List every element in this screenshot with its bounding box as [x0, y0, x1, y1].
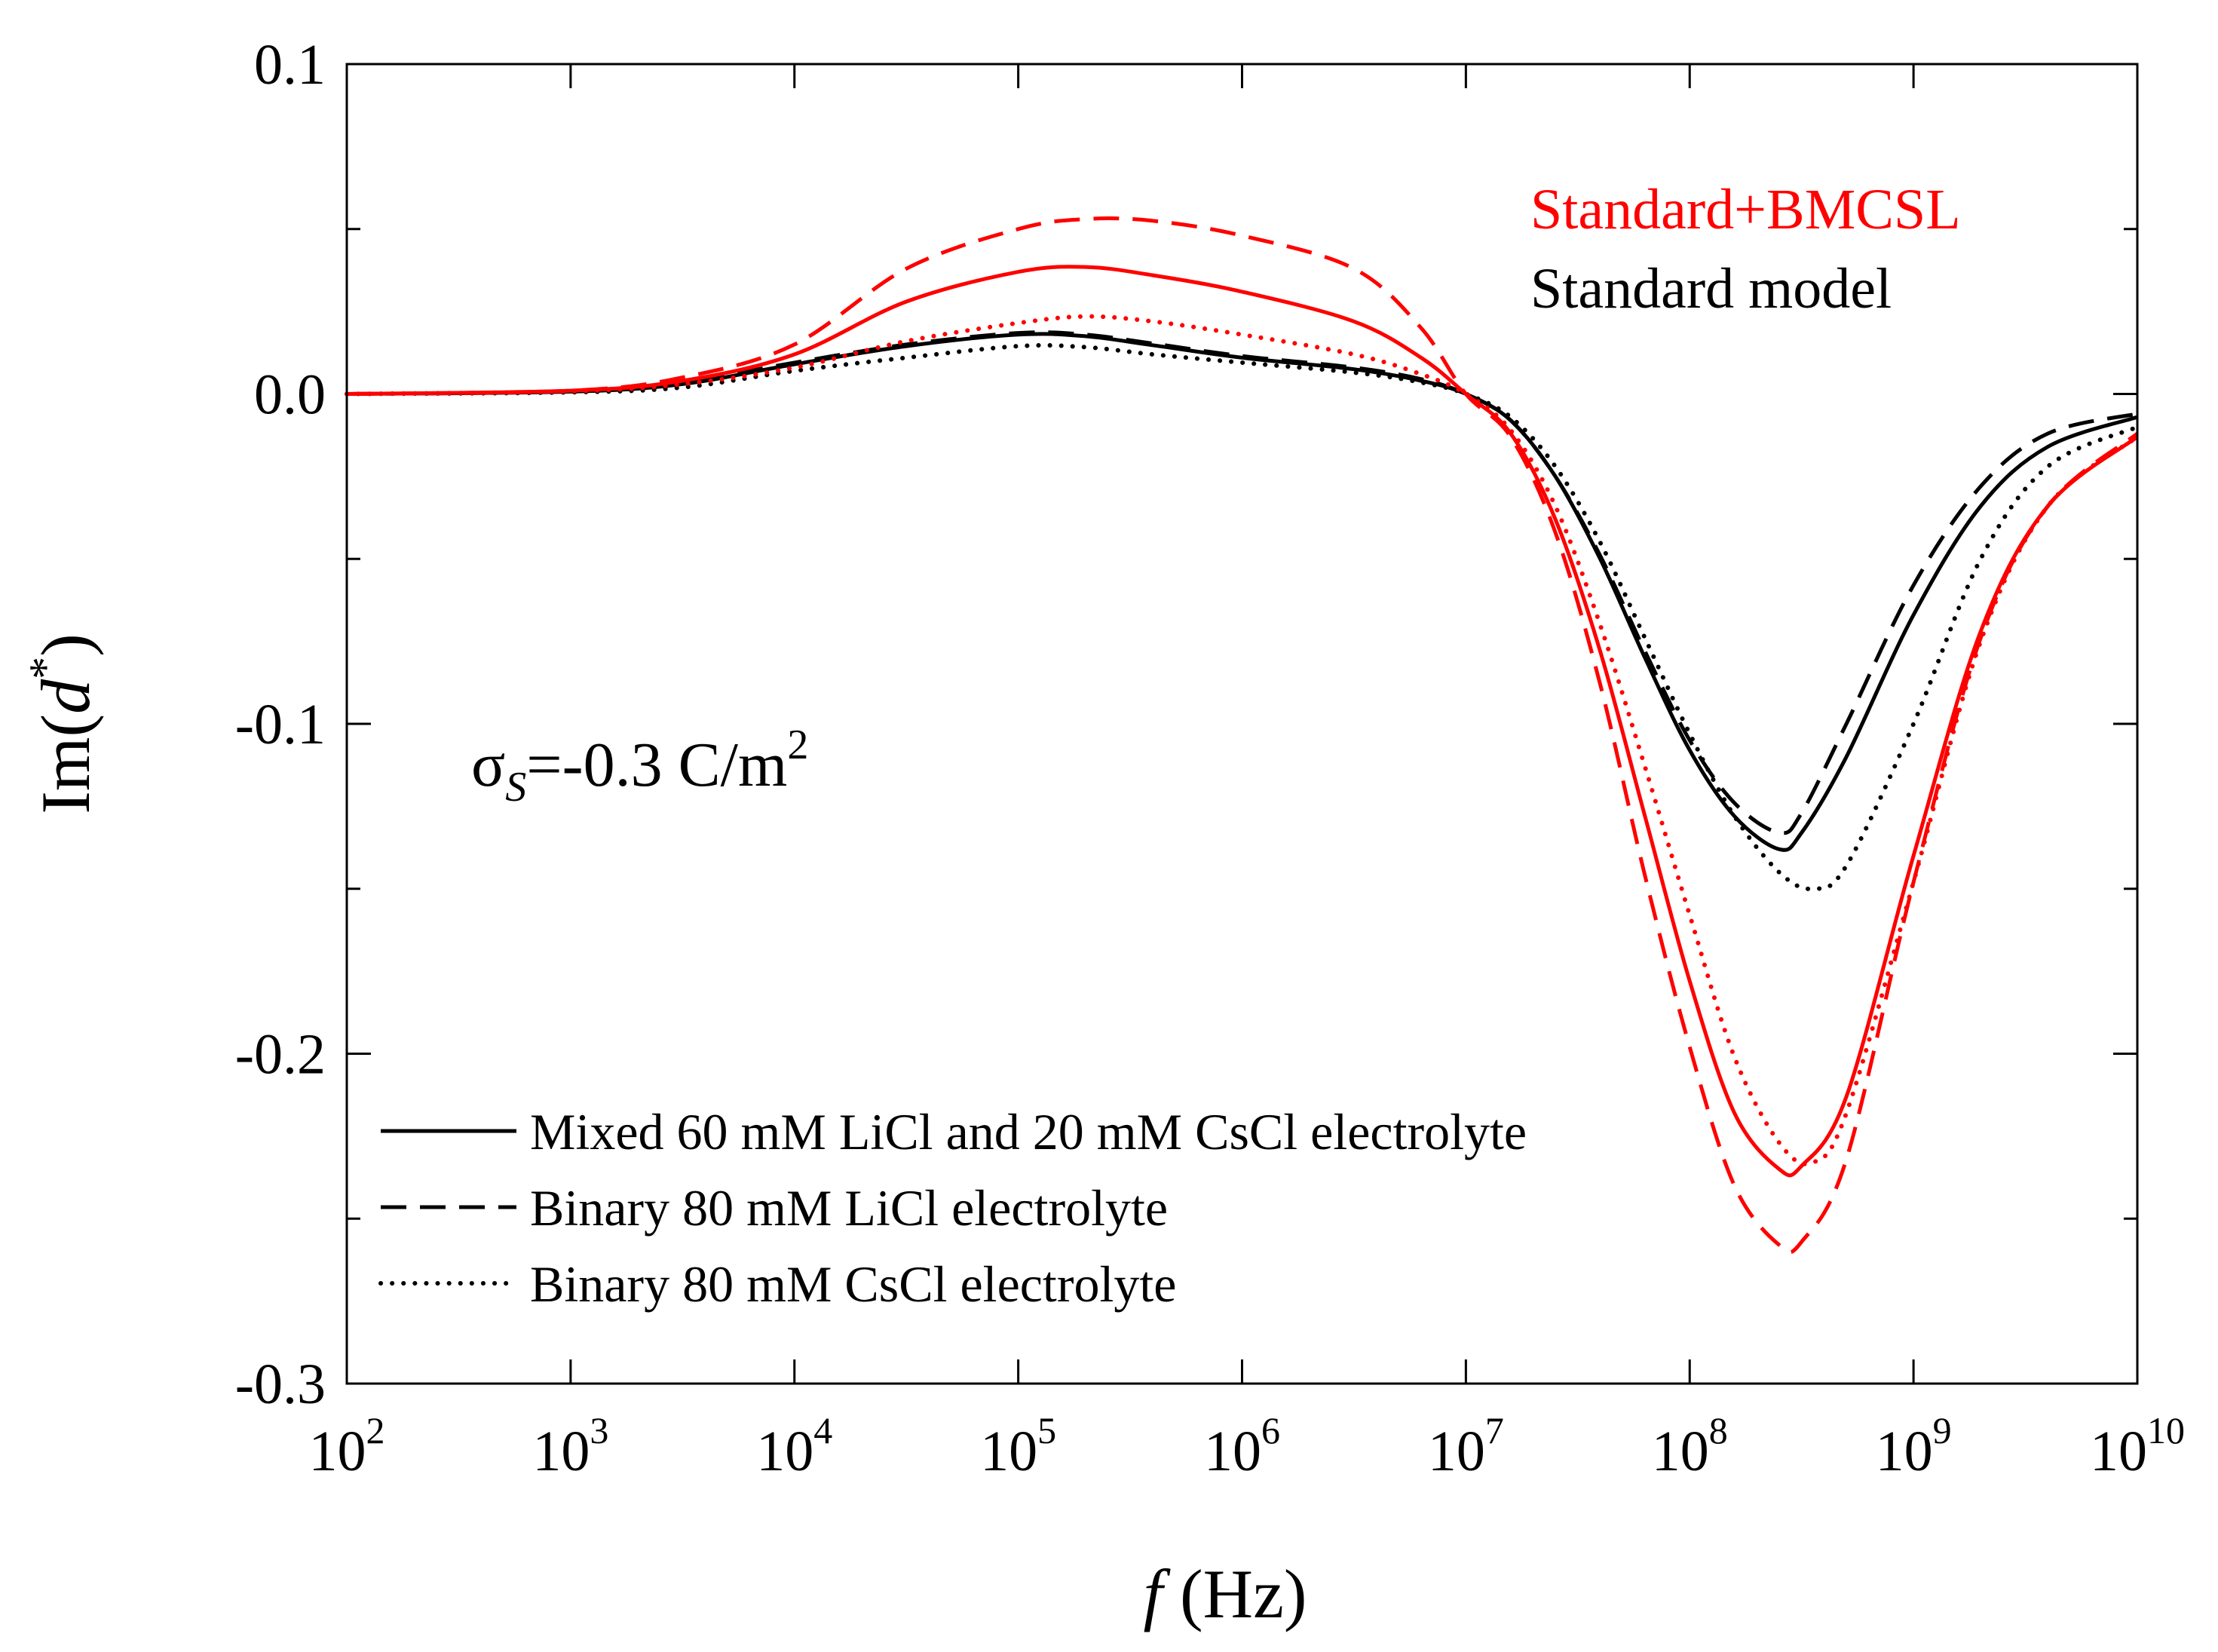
series-line-bmcsl-dashed [346, 216, 2139, 1255]
series-line-bmcsl-solid [346, 265, 2139, 1178]
plot-frame [345, 63, 2139, 1385]
annotation-surface-charge: σS=-0.3 C/m2 [471, 722, 808, 811]
y-tick-label: 0.0 [254, 363, 326, 427]
x-axis-label: f (Hz) [1143, 1555, 1307, 1632]
minor-ticks [347, 228, 2137, 1220]
annotation-standard-model: Standard model [1530, 257, 1892, 320]
series-line-standard-dashed [346, 330, 2138, 835]
x-tick-label: 103 [532, 1409, 608, 1483]
y-tick-labels: 0.1 0.0 -0.1 -0.2 -0.3 [235, 33, 326, 1416]
legend-label-dotted: Binary 80 mM CsCl electrolyte [530, 1255, 1176, 1313]
annotation-standard-bmcsl: Standard+BMCSL [1530, 178, 1961, 241]
x-tick-label: 102 [309, 1409, 385, 1483]
y-tick-label: -0.2 [235, 1023, 326, 1087]
legend: Mixed 60 mM LiCl and 20 mM CsCl electrol… [378, 1103, 1527, 1313]
x-tick-label: 108 [1652, 1409, 1728, 1483]
x-tick-label: 104 [756, 1409, 832, 1483]
y-tick-label: -0.3 [235, 1353, 326, 1416]
x-tick-label: 1010 [2090, 1409, 2185, 1483]
y-axis-label: Im(d*) [20, 633, 104, 814]
series-line-standard-dotted [345, 342, 2140, 891]
x-tick-label: 109 [1876, 1409, 1952, 1483]
y-tick-label: 0.1 [254, 33, 326, 97]
x-tick-label: 106 [1204, 1409, 1280, 1483]
x-tick-labels: 102 103 104 105 106 107 108 109 1010 [309, 1409, 2186, 1483]
x-tick-label: 105 [980, 1409, 1056, 1483]
x-tick-label: 107 [1428, 1409, 1504, 1483]
series-layer [345, 216, 2140, 1255]
y-tick-label: -0.1 [235, 693, 326, 756]
series-line-bmcsl-dotted [345, 314, 2140, 1166]
legend-label-solid: Mixed 60 mM LiCl and 20 mM CsCl electrol… [530, 1103, 1527, 1160]
legend-label-dashed: Binary 80 mM LiCl electrolyte [530, 1179, 1168, 1237]
